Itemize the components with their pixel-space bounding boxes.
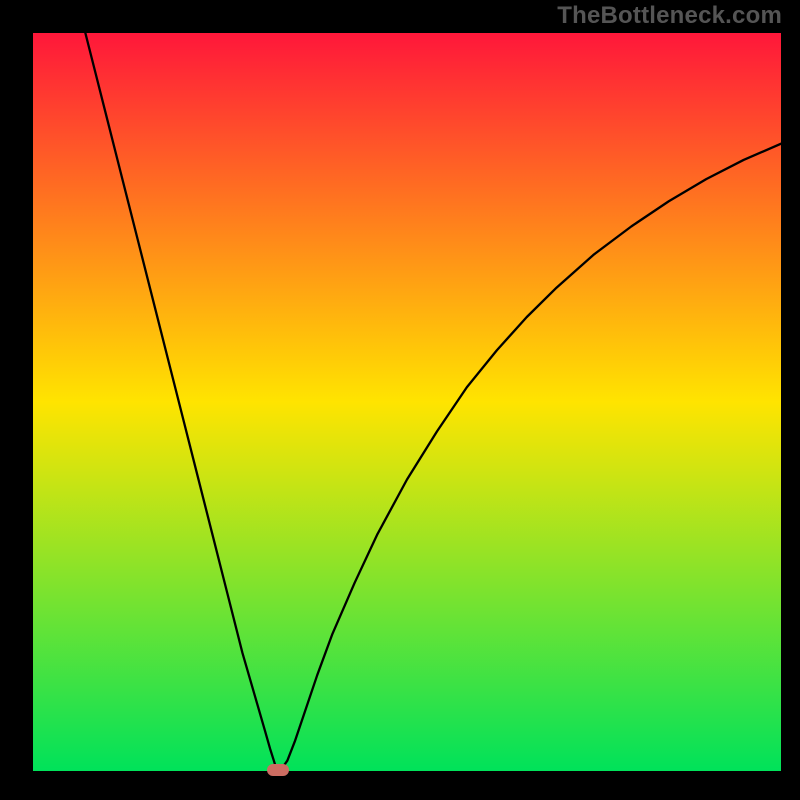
bottleneck-curve: [33, 33, 781, 771]
min-marker: [267, 764, 289, 776]
chart-frame: TheBottleneck.com: [0, 0, 800, 800]
plot-area: [33, 33, 781, 771]
watermark-text: TheBottleneck.com: [557, 2, 782, 30]
